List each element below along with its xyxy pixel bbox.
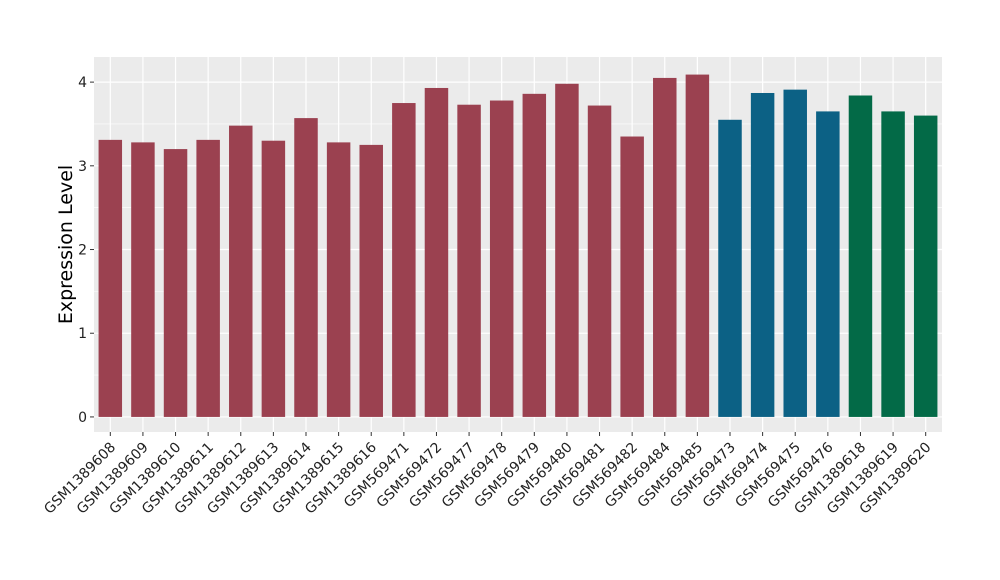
bar xyxy=(359,144,383,417)
y-tick-label: 3 xyxy=(78,159,87,175)
bar xyxy=(294,118,318,417)
y-tick-label: 1 xyxy=(78,326,87,342)
bar xyxy=(685,74,710,417)
y-tick-label: 0 xyxy=(78,410,87,426)
bar xyxy=(555,83,579,417)
bar xyxy=(587,105,612,417)
bar xyxy=(783,89,807,417)
plot-panel xyxy=(94,57,942,432)
bar xyxy=(653,77,677,417)
bar xyxy=(718,119,742,417)
bar xyxy=(229,125,253,417)
bars xyxy=(98,74,938,417)
bar xyxy=(489,100,514,417)
bar xyxy=(848,95,873,417)
bar xyxy=(913,115,938,417)
y-axis-title: Expression Level xyxy=(55,165,77,324)
bar xyxy=(131,142,155,417)
bar xyxy=(261,140,286,417)
bar xyxy=(163,149,188,417)
y-tick-label: 4 xyxy=(78,75,87,91)
bar xyxy=(392,103,416,417)
bar xyxy=(881,111,905,417)
bar xyxy=(816,111,840,417)
y-axis: 0 1 2 3 4 xyxy=(78,75,94,426)
bar xyxy=(750,92,775,417)
bar xyxy=(522,93,547,417)
bar xyxy=(196,139,220,417)
bar xyxy=(326,142,351,417)
bar xyxy=(457,104,481,417)
y-tick-label: 2 xyxy=(78,243,87,259)
bar xyxy=(424,87,449,417)
bar xyxy=(98,139,123,417)
bar xyxy=(620,136,644,417)
x-axis: GSM1389608GSM1389609GSM1389610GSM1389611… xyxy=(41,432,935,517)
